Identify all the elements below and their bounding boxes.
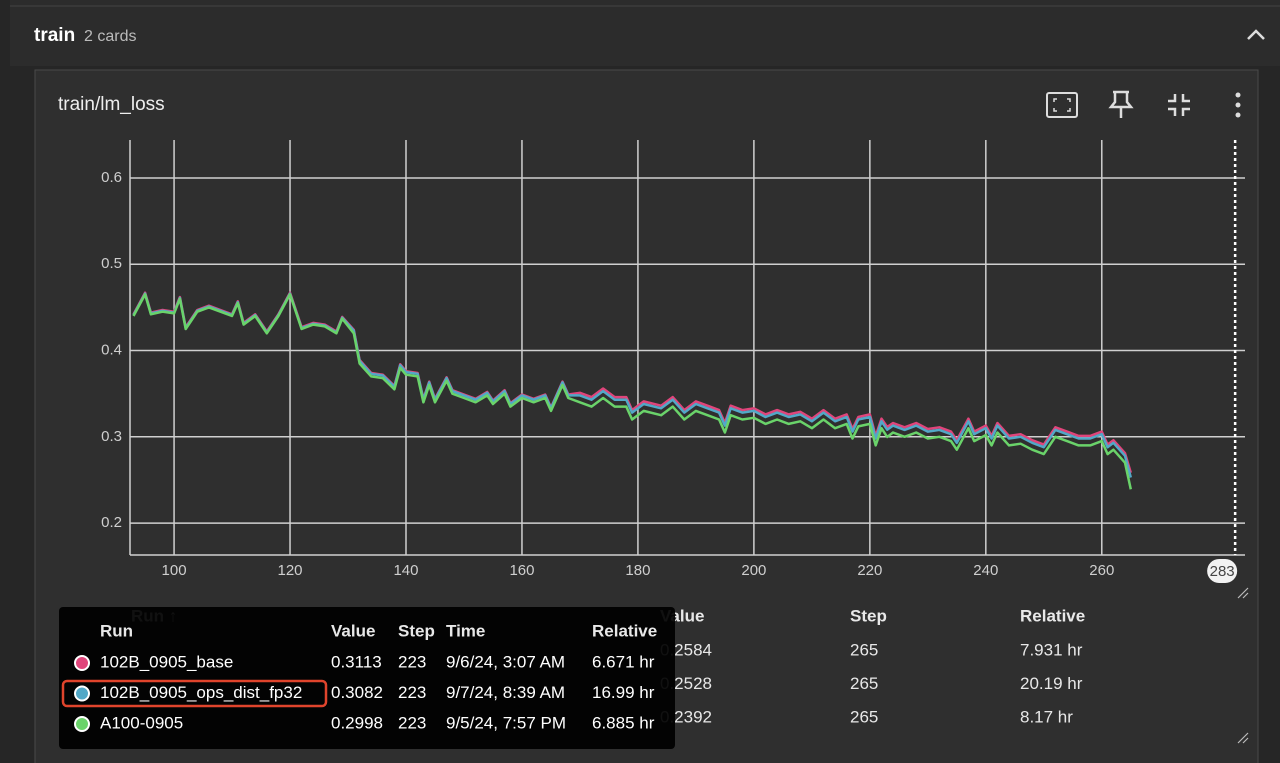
x-tick-label: 100 — [162, 562, 187, 579]
tooltip-cell: 102B_0905_base — [100, 652, 233, 671]
resize-handle — [1237, 587, 1249, 744]
tooltip-cell: 16.99 hr — [592, 683, 655, 702]
tooltip-header: Time — [446, 621, 485, 640]
run-dot — [74, 655, 90, 671]
y-tick-label: 0.5 — [101, 255, 122, 272]
table-cell: 265 — [850, 640, 878, 659]
x-tick-label: 260 — [1089, 562, 1114, 579]
x-tick-label: 240 — [973, 562, 998, 579]
tooltip-cell: 9/6/24, 3:07 AM — [446, 652, 565, 671]
tooltip-cell: 0.3082 — [331, 683, 383, 702]
tooltip-cell: 9/5/24, 7:57 PM — [446, 713, 566, 732]
run-dot — [74, 716, 90, 732]
x-tick-label: 220 — [857, 562, 882, 579]
tooltip-box — [59, 607, 675, 749]
table-cell: 8.17 hr — [1020, 707, 1073, 726]
table-cell: 20.19 hr — [1020, 674, 1083, 693]
card-count: 2 cards — [84, 28, 136, 45]
pin-button[interactable] — [1108, 90, 1134, 118]
y-tick-label: 0.3 — [101, 428, 122, 445]
tooltip-cell: 223 — [398, 652, 426, 671]
card-title: train/lm_loss — [58, 94, 165, 115]
tooltip-cell: 223 — [398, 713, 426, 732]
x-tick-label: 200 — [741, 562, 766, 579]
tooltip-cell: 102B_0905_ops_dist_fp32 — [100, 683, 302, 702]
highlight-box — [61, 679, 328, 708]
tooltip-cell: 6.671 hr — [592, 652, 655, 671]
fit-button[interactable] — [1046, 92, 1078, 118]
tooltip-header: Run — [100, 621, 133, 640]
tooltip: Run Value Step Time Relative 102B_0905_base 0.… — [59, 607, 675, 749]
menu-button[interactable] — [1235, 92, 1241, 118]
step-marker-label: 283 — [1210, 563, 1235, 580]
tooltip-cell: 0.3113 — [331, 652, 382, 671]
section-title: train — [34, 25, 75, 46]
section-header — [10, 0, 1280, 66]
collapse-button[interactable] — [1247, 29, 1265, 40]
table-cell: 7.931 hr — [1020, 640, 1083, 659]
y-tick-label: 0.2 — [101, 514, 122, 531]
tooltip-cell: 0.2998 — [331, 713, 383, 732]
run-dot — [74, 685, 90, 702]
x-tick-label: 160 — [509, 562, 534, 579]
tooltip-header: Relative — [592, 621, 657, 640]
tooltip-header: Step — [398, 621, 435, 640]
tooltip-cell: 223 — [398, 683, 426, 702]
tooltip-cell: A100-0905 — [100, 713, 183, 732]
tooltip-cell: 6.885 hr — [592, 713, 655, 732]
table-cell: 265 — [850, 674, 878, 693]
table-cell: 265 — [850, 707, 878, 726]
step-marker-box — [1207, 559, 1238, 583]
table-header: Relative — [1020, 606, 1085, 625]
y-tick-label: 0.4 — [101, 341, 122, 358]
y-tick-label: 0.6 — [101, 169, 122, 186]
x-tick-label: 140 — [393, 562, 418, 579]
tooltip-header: Value — [331, 621, 375, 640]
shrink-button[interactable] — [1168, 94, 1190, 116]
series-line — [132, 293, 1133, 490]
x-tick-label: 120 — [278, 562, 303, 579]
x-tick-label: 180 — [625, 562, 650, 579]
table-header: Step — [850, 606, 887, 625]
tooltip-cell: 9/7/24, 8:39 AM — [446, 683, 565, 702]
chart: 0.2 0.3 0.4 0.5 0.6 100 120 140 160 180 200 220 240 2… — [101, 140, 1245, 583]
